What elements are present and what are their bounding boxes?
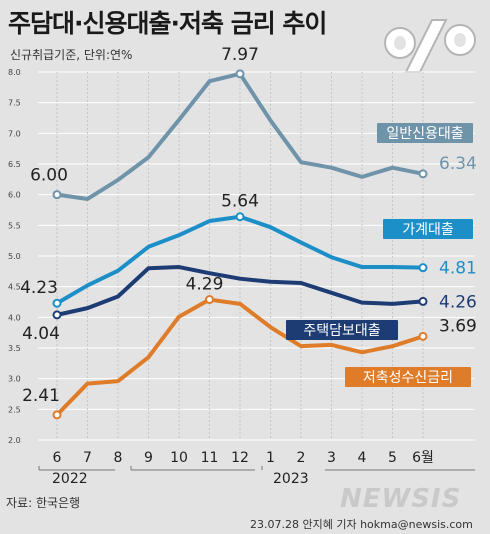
x-tick-label: 6 bbox=[53, 450, 62, 466]
y-tick-label: 7.5 bbox=[8, 99, 21, 108]
percent-decoration bbox=[384, 19, 476, 73]
x-tick-label: 5 bbox=[388, 450, 397, 466]
y-tick-label: 3.0 bbox=[8, 375, 21, 384]
chart-subtitle: 신규취급기준, 단위:연% bbox=[10, 48, 133, 62]
x-tick-label: 8 bbox=[114, 450, 123, 466]
y-tick-label: 5.5 bbox=[8, 221, 21, 230]
x-tick-label: 4 bbox=[358, 450, 367, 466]
x-tick-label: 1 bbox=[266, 450, 275, 466]
data-point-marker bbox=[52, 410, 62, 420]
y-tick-label: 2.0 bbox=[8, 436, 21, 445]
source-note: 자료: 한국은행 bbox=[6, 496, 81, 510]
data-point-marker bbox=[235, 69, 245, 79]
data-point-marker bbox=[205, 295, 214, 305]
data-label: 4.81 bbox=[439, 259, 477, 279]
data-label: 3.69 bbox=[439, 316, 477, 336]
x-tick-label: 9 bbox=[144, 450, 153, 466]
y-tick-label: 6.0 bbox=[8, 191, 21, 200]
x-tick-label: 3 bbox=[327, 450, 336, 466]
y-tick-label: 3.5 bbox=[8, 344, 21, 353]
data-point-marker bbox=[52, 298, 62, 308]
data-label: 4.29 bbox=[186, 275, 224, 295]
year-label: 2023 bbox=[273, 471, 309, 487]
data-label: 7.97 bbox=[221, 45, 259, 65]
series-name-tag bbox=[345, 367, 471, 387]
x-tick-label: 11 bbox=[201, 450, 219, 466]
data-label: 4.26 bbox=[439, 292, 477, 312]
series-name-label: 주택담보대출 bbox=[303, 323, 380, 339]
series-name-label: 일반신용대출 bbox=[386, 126, 463, 142]
x-tick-label: 6월 bbox=[412, 450, 434, 466]
data-point-marker bbox=[52, 190, 62, 200]
data-point-marker bbox=[418, 169, 428, 179]
x-tick-label: 2 bbox=[297, 450, 306, 466]
year-label: 2022 bbox=[52, 471, 88, 487]
data-point-marker bbox=[235, 212, 245, 222]
x-tick-label: 7 bbox=[83, 450, 92, 466]
series-name-label: 가계대출 bbox=[402, 222, 454, 238]
x-tick-label: 12 bbox=[231, 450, 249, 466]
x-tick-label: 10 bbox=[170, 450, 188, 466]
y-tick-label: 6.5 bbox=[8, 160, 21, 169]
data-point-marker bbox=[418, 296, 428, 306]
y-tick-label: 4.0 bbox=[8, 313, 21, 322]
data-label: 6.34 bbox=[439, 154, 477, 174]
series-line-3 bbox=[55, 265, 425, 317]
data-label: 2.41 bbox=[22, 386, 60, 406]
y-tick-label: 7.0 bbox=[8, 129, 21, 138]
series-line-4 bbox=[55, 297, 425, 417]
data-point-marker bbox=[418, 263, 428, 273]
series-name-tag bbox=[377, 123, 473, 143]
y-tick-label: 8.0 bbox=[8, 68, 21, 77]
chart-title: 주담대·신용대출·저축 금리 추이 bbox=[8, 9, 327, 38]
data-label: 6.00 bbox=[30, 166, 68, 186]
data-label: 4.04 bbox=[22, 324, 60, 344]
series-name-tag bbox=[286, 320, 398, 340]
byline-credit: 23.07.28 안지혜 기자 hokma@newsis.com bbox=[250, 518, 473, 531]
y-tick-label: 2.5 bbox=[8, 405, 21, 414]
y-tick-label: 4.5 bbox=[8, 283, 21, 292]
data-point-marker bbox=[418, 331, 428, 341]
y-tick-label: 5.0 bbox=[8, 252, 21, 261]
data-label: 4.23 bbox=[20, 278, 58, 298]
newsis-watermark: NEWSIS bbox=[340, 484, 462, 514]
data-label: 5.64 bbox=[221, 192, 259, 212]
series-name-tag bbox=[383, 219, 473, 239]
data-point-marker bbox=[52, 310, 62, 320]
series-name-label: 저축성수신금리 bbox=[363, 370, 453, 386]
